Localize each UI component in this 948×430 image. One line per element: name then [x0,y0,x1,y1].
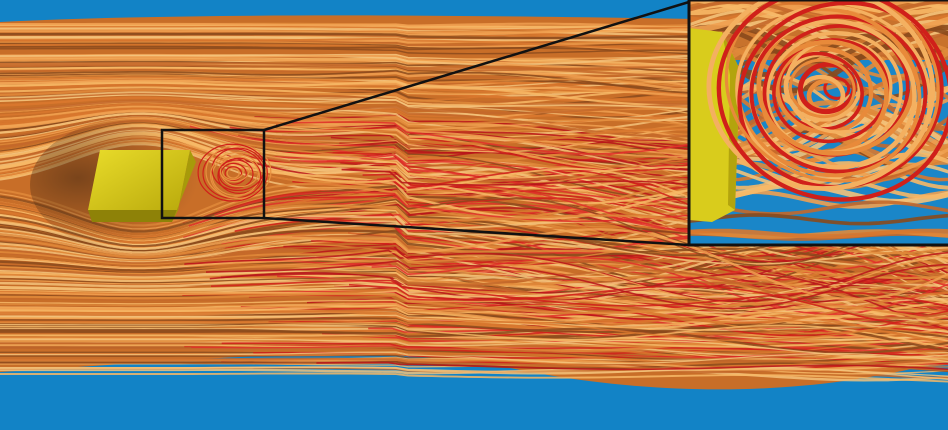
flow-visualization [0,0,948,430]
block-face [88,150,190,210]
zoom-inset [689,0,948,244]
block-side [88,210,178,222]
page: (() => { const svg = document.getElement… [0,0,948,430]
